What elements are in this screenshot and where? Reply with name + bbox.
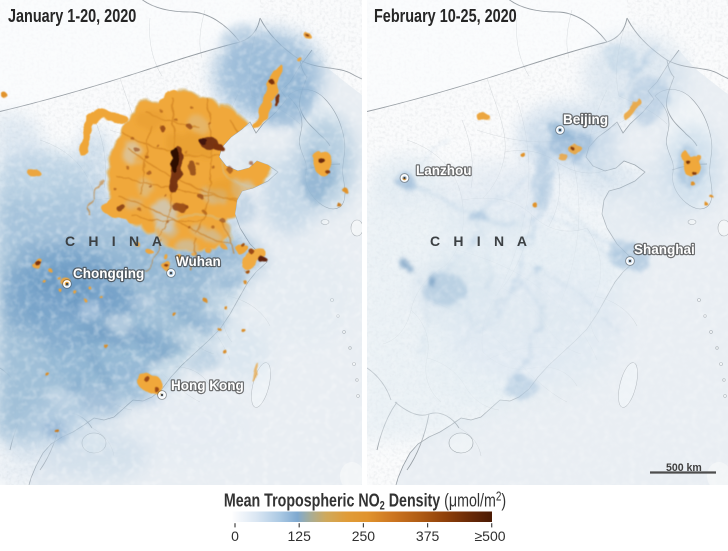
svg-text:250: 250 (352, 528, 376, 544)
svg-text:125: 125 (288, 528, 312, 544)
svg-text:Mean Tropospheric NO2 Density: Mean Tropospheric NO2 Density (μmol/m2) (224, 489, 506, 513)
svg-text:February 10-25, 2020: February 10-25, 2020 (374, 5, 517, 26)
svg-text:0: 0 (231, 528, 239, 544)
svg-text:375: 375 (416, 528, 440, 544)
svg-text:Shanghai: Shanghai (634, 242, 695, 257)
svg-text:Chongqing: Chongqing (73, 266, 144, 281)
svg-text:C H I N A: C H I N A (430, 233, 532, 249)
svg-text:C H I N A: C H I N A (65, 233, 167, 249)
svg-text:Beijing: Beijing (563, 112, 608, 127)
svg-text:Wuhan: Wuhan (176, 254, 221, 269)
svg-text:≥500: ≥500 (474, 528, 505, 544)
svg-text:500 km: 500 km (666, 462, 702, 474)
svg-text:Lanzhou: Lanzhou (416, 163, 472, 178)
svg-text:Hong Kong: Hong Kong (171, 378, 244, 393)
svg-text:January 1-20, 2020: January 1-20, 2020 (8, 5, 136, 26)
